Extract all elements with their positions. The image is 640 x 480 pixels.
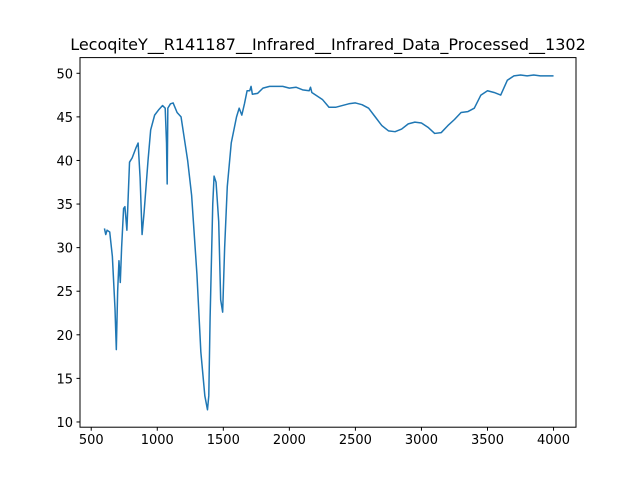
plot-frame <box>79 57 577 428</box>
y-tick-label: 30 <box>56 242 73 257</box>
y-tick-label: 15 <box>56 372 73 387</box>
chart-title: LecoqiteY__R141187__Infrared__Infrared_D… <box>70 35 586 55</box>
y-tick-label: 10 <box>56 416 73 431</box>
y-tick-label: 20 <box>56 329 73 344</box>
y-tick-label: 35 <box>56 198 73 213</box>
x-tick-label: 3500 <box>471 433 504 448</box>
y-tick-label: 50 <box>56 67 73 82</box>
x-tick-label: 4000 <box>537 433 570 448</box>
y-tick-label: 25 <box>56 285 73 300</box>
x-tick-label: 500 <box>79 433 104 448</box>
y-tick-label: 40 <box>56 154 73 169</box>
x-tick-label: 2500 <box>339 433 372 448</box>
x-tick-label: 3000 <box>405 433 438 448</box>
y-tick-label: 45 <box>56 111 73 126</box>
x-tick-label: 2000 <box>273 433 306 448</box>
data-line <box>103 74 554 411</box>
x-tick-label: 1000 <box>141 433 174 448</box>
x-tick-label: 1500 <box>207 433 240 448</box>
